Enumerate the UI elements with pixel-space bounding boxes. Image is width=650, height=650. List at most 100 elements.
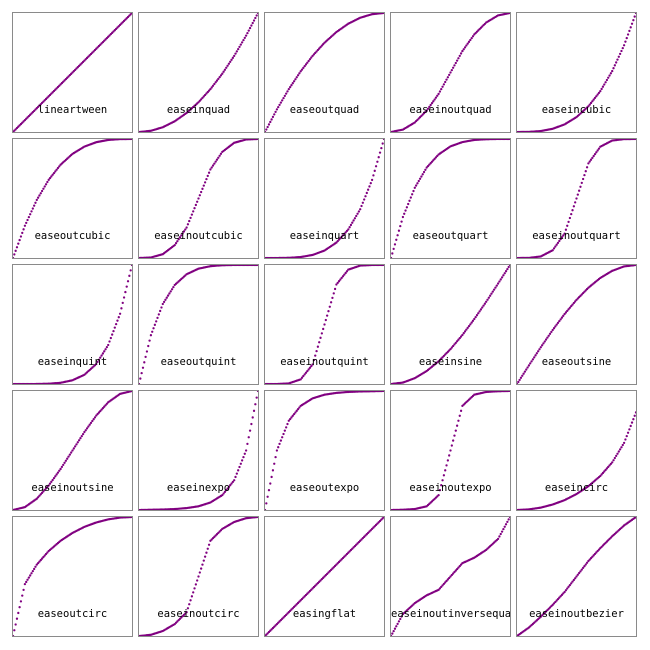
- curve-point: [457, 338, 460, 341]
- curve-point: [339, 278, 342, 281]
- curve-point: [126, 280, 130, 283]
- curve-point: [231, 480, 235, 484]
- curve-point: [217, 77, 220, 80]
- curve-point: [357, 210, 361, 213]
- curve-point: [498, 535, 501, 538]
- curve-point: [558, 239, 561, 243]
- curve-point: [46, 551, 49, 554]
- curve-point: [157, 313, 160, 316]
- curve-point: [104, 404, 107, 407]
- curve-point: [100, 354, 103, 357]
- curve-point: [494, 286, 497, 289]
- curve-point: [205, 92, 208, 95]
- panel-easeincirc: easeincirc: [516, 390, 637, 511]
- curve-point: [27, 215, 31, 219]
- curve-point: [485, 300, 488, 303]
- curve-point: [328, 305, 331, 308]
- curve-point: [30, 210, 33, 213]
- panel-easeinsine: easeinsine: [390, 264, 511, 385]
- curve-point: [48, 176, 52, 180]
- curve-point: [618, 52, 622, 56]
- curve-point: [616, 452, 619, 455]
- curve-point: [103, 350, 106, 353]
- curve-point: [526, 366, 529, 369]
- curve-point: [79, 437, 82, 440]
- curve-point: [426, 164, 430, 168]
- curve-point: [422, 170, 426, 174]
- panel-plot: [265, 391, 384, 510]
- curve-point: [38, 494, 41, 497]
- curve-point: [376, 160, 379, 163]
- curve-point: [481, 306, 484, 309]
- curve-point: [633, 15, 636, 18]
- curve-point: [176, 240, 179, 243]
- curve-point: [433, 98, 436, 101]
- curve-point: [347, 228, 350, 231]
- curve-point: [290, 416, 293, 419]
- curve-point: [409, 196, 412, 199]
- curve-point: [130, 265, 132, 267]
- curve-point: [62, 463, 65, 466]
- curve-point: [250, 24, 253, 27]
- panel-plot: [139, 13, 258, 132]
- curve-point: [286, 422, 289, 426]
- curve-point: [173, 244, 176, 247]
- panel-plot: [13, 391, 132, 510]
- curve-point: [247, 436, 250, 439]
- curve-point: [278, 103, 281, 107]
- curve-point: [465, 328, 468, 331]
- curve-point: [563, 232, 566, 235]
- curve-point: [227, 485, 231, 489]
- curve-point: [270, 475, 273, 479]
- curve-point: [256, 391, 258, 393]
- curve-point: [25, 221, 28, 225]
- curve-point: [506, 520, 509, 524]
- curve-point: [130, 13, 132, 15]
- curve-point: [482, 304, 485, 307]
- curve-point: [271, 469, 275, 472]
- curve-point: [425, 109, 428, 112]
- curve-point: [177, 238, 180, 241]
- curve-point: [335, 241, 338, 244]
- curve-point: [585, 166, 589, 169]
- curve-point: [256, 265, 258, 267]
- curve-point: [308, 58, 312, 61]
- curve-point: [121, 301, 124, 305]
- curve-point: [26, 578, 29, 581]
- curve-point: [368, 185, 371, 188]
- curve-point: [39, 558, 42, 562]
- curve-point: [194, 203, 198, 207]
- curve-point: [122, 296, 126, 299]
- curve-point: [40, 189, 44, 193]
- curve-point: [31, 207, 34, 210]
- curve-point: [458, 336, 461, 340]
- curve-point: [457, 57, 460, 60]
- curve-point: [240, 41, 244, 44]
- curve-point: [567, 585, 570, 588]
- curve-point: [306, 61, 309, 64]
- curve-point: [567, 220, 570, 224]
- curve-point: [596, 93, 599, 96]
- curve-point: [600, 87, 603, 91]
- curve-point: [218, 75, 221, 79]
- curve-point: [209, 88, 212, 91]
- curve-point: [143, 361, 146, 364]
- curve-point: [59, 467, 62, 471]
- curve-point: [380, 146, 383, 150]
- curve-point: [162, 300, 166, 304]
- curve-point: [552, 327, 556, 330]
- curve-point: [459, 335, 463, 338]
- curve-point: [302, 374, 305, 378]
- curve-point: [318, 47, 321, 50]
- panel-plot: [265, 265, 384, 384]
- panel-easeoutquint: easeoutquint: [138, 264, 259, 385]
- curve-point: [319, 336, 322, 339]
- curve-point: [196, 579, 199, 582]
- curve-point: [203, 93, 207, 97]
- curve-point: [551, 328, 554, 332]
- curve-point: [500, 276, 504, 279]
- curve-point: [344, 271, 347, 275]
- panel-easeinoutquart: easeinoutquart: [516, 138, 637, 259]
- curve-point: [567, 308, 570, 311]
- curve-point: [254, 16, 257, 20]
